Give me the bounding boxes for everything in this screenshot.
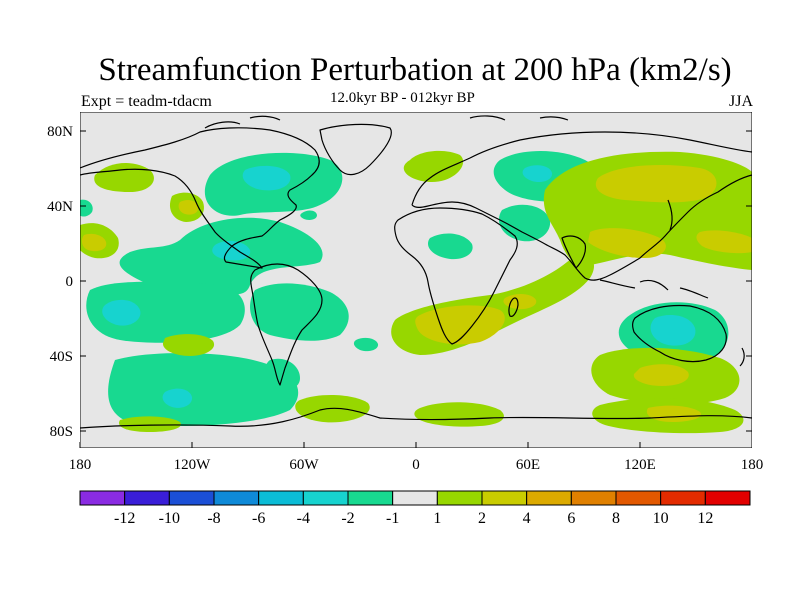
negative-anomaly-cores: [102, 165, 696, 408]
coast-india: [561, 235, 587, 269]
colorbar-label: -2: [341, 510, 354, 527]
neg-core-south-pacific: [102, 299, 141, 326]
colorbar-label: 12: [697, 510, 713, 527]
lat-label-40s: 40S: [50, 349, 73, 365]
colorbar-label: -6: [252, 510, 265, 527]
lat-tick-labels: 80N 40N 0 40S 80S: [47, 124, 73, 440]
colorbar-label: -12: [114, 510, 135, 527]
coast-madagascar: [508, 297, 519, 317]
colorbar: -12 -10 -8 -6 -4 -2 -1 1 2 4 6 8 10 12: [79, 490, 751, 527]
coastlines: [80, 115, 752, 429]
pos-field-south-pacific-oval: [162, 334, 215, 356]
colorbar-swatch: [392, 490, 438, 506]
lon-tick-labels: 180 120W 60W 0 60E 120E 180: [69, 457, 764, 473]
neg-core-north-america: [242, 165, 291, 191]
neg-field-south-atlantic: [353, 337, 379, 352]
colorbar-swatch: [436, 490, 483, 506]
colorbar-label: -1: [386, 510, 399, 527]
colorbar-label: 6: [567, 510, 575, 527]
coast-africa: [394, 207, 518, 345]
colorbar-swatch: [347, 490, 394, 506]
neg-field-dateline-north: [80, 199, 93, 217]
lon-label-120w: 120W: [174, 457, 212, 473]
pos-core-mozambique: [503, 294, 537, 310]
colorbar-swatch: [704, 490, 751, 506]
coast-japan: [667, 199, 673, 231]
pos-field-antarctic-pacific: [119, 416, 181, 432]
neg-core-australia: [650, 315, 696, 346]
lon-label-180w: 180: [69, 457, 92, 473]
map-area: [80, 112, 752, 448]
lon-label-60e: 60E: [516, 457, 540, 473]
colorbar-swatch: [79, 490, 126, 506]
coast-indonesia: [599, 279, 709, 299]
pos-core-southern-indian: [633, 364, 689, 386]
colorbar-swatch: [615, 490, 662, 506]
colorbar-label: 10: [653, 510, 669, 527]
lat-tick-marks: [80, 130, 752, 432]
lon-label-180e: 180: [741, 457, 764, 473]
colorbar-label: 2: [478, 510, 486, 527]
experiment-label: Expt = teadm-tdacm: [81, 93, 212, 110]
coast-antarctica: [80, 407, 752, 429]
coast-greenland: [319, 123, 392, 176]
colorbar-swatch: [481, 490, 528, 506]
period-subtitle: 12.0kyr BP - 012kyr BP: [330, 90, 475, 106]
colorbar-swatch: [660, 490, 706, 506]
colorbar-swatch: [258, 490, 304, 506]
pos-field-antarctic-atlantic: [414, 402, 504, 427]
colorbar-swatch: [168, 490, 215, 506]
pos-core-east-pacific: [696, 230, 752, 254]
colorbar-swatch: [526, 490, 572, 506]
colorbar-label: -4: [297, 510, 310, 527]
colorbar-label: -10: [159, 510, 180, 527]
neg-field-north-atlantic-small: [300, 210, 317, 220]
coast-north-america: [80, 127, 320, 269]
coast-new-zealand: [739, 347, 745, 367]
page-title: Streamfunction Perturbation at 200 hPa (…: [98, 52, 732, 88]
pos-core-hawaii: [81, 233, 107, 252]
coast-australia: [632, 304, 727, 363]
colorbar-swatch: [302, 490, 349, 506]
neg-field-southern-ocean: [108, 353, 299, 427]
colorbar-label: 8: [612, 510, 620, 527]
neg-core-southern-ocean: [162, 388, 193, 408]
neg-field-south-pacific: [86, 281, 245, 343]
lon-tick-marks: [79, 442, 641, 448]
neg-field-arabia: [498, 204, 551, 242]
lat-label-80n: 80N: [47, 124, 73, 140]
neg-core-arctic: [522, 165, 553, 183]
neg-field-south-america-atlantic: [250, 283, 349, 341]
pos-core-north-asia: [595, 165, 717, 203]
colorbar-label: 1: [433, 510, 441, 527]
pos-core-northeast-pacific: [178, 199, 199, 215]
neg-core-caribbean: [212, 240, 251, 261]
coast-arctic-islands: [204, 115, 569, 129]
lon-label-0: 0: [412, 457, 420, 473]
coast-south-america: [250, 263, 323, 386]
lon-label-60w: 60W: [289, 457, 319, 473]
coast-europe-asia: [411, 131, 752, 281]
lon-label-120e: 120E: [624, 457, 656, 473]
colorbar-swatch: [570, 490, 617, 506]
positive-anomaly-cores: [81, 165, 752, 422]
neg-field-africa: [427, 233, 473, 260]
colorbar-label: -8: [207, 510, 220, 527]
pos-core-west-pacific: [588, 228, 666, 258]
season-label: JJA: [728, 93, 753, 110]
colorbar-swatch: [124, 490, 170, 506]
colorbar-label: 4: [523, 510, 531, 527]
lat-label-40n: 40N: [47, 199, 73, 215]
colorbar-swatch: [213, 490, 260, 506]
pos-field-greenland: [403, 150, 464, 183]
pos-field-north-pacific: [94, 163, 154, 192]
lat-label-eq: 0: [66, 274, 74, 290]
lat-label-80s: 80S: [50, 424, 73, 440]
